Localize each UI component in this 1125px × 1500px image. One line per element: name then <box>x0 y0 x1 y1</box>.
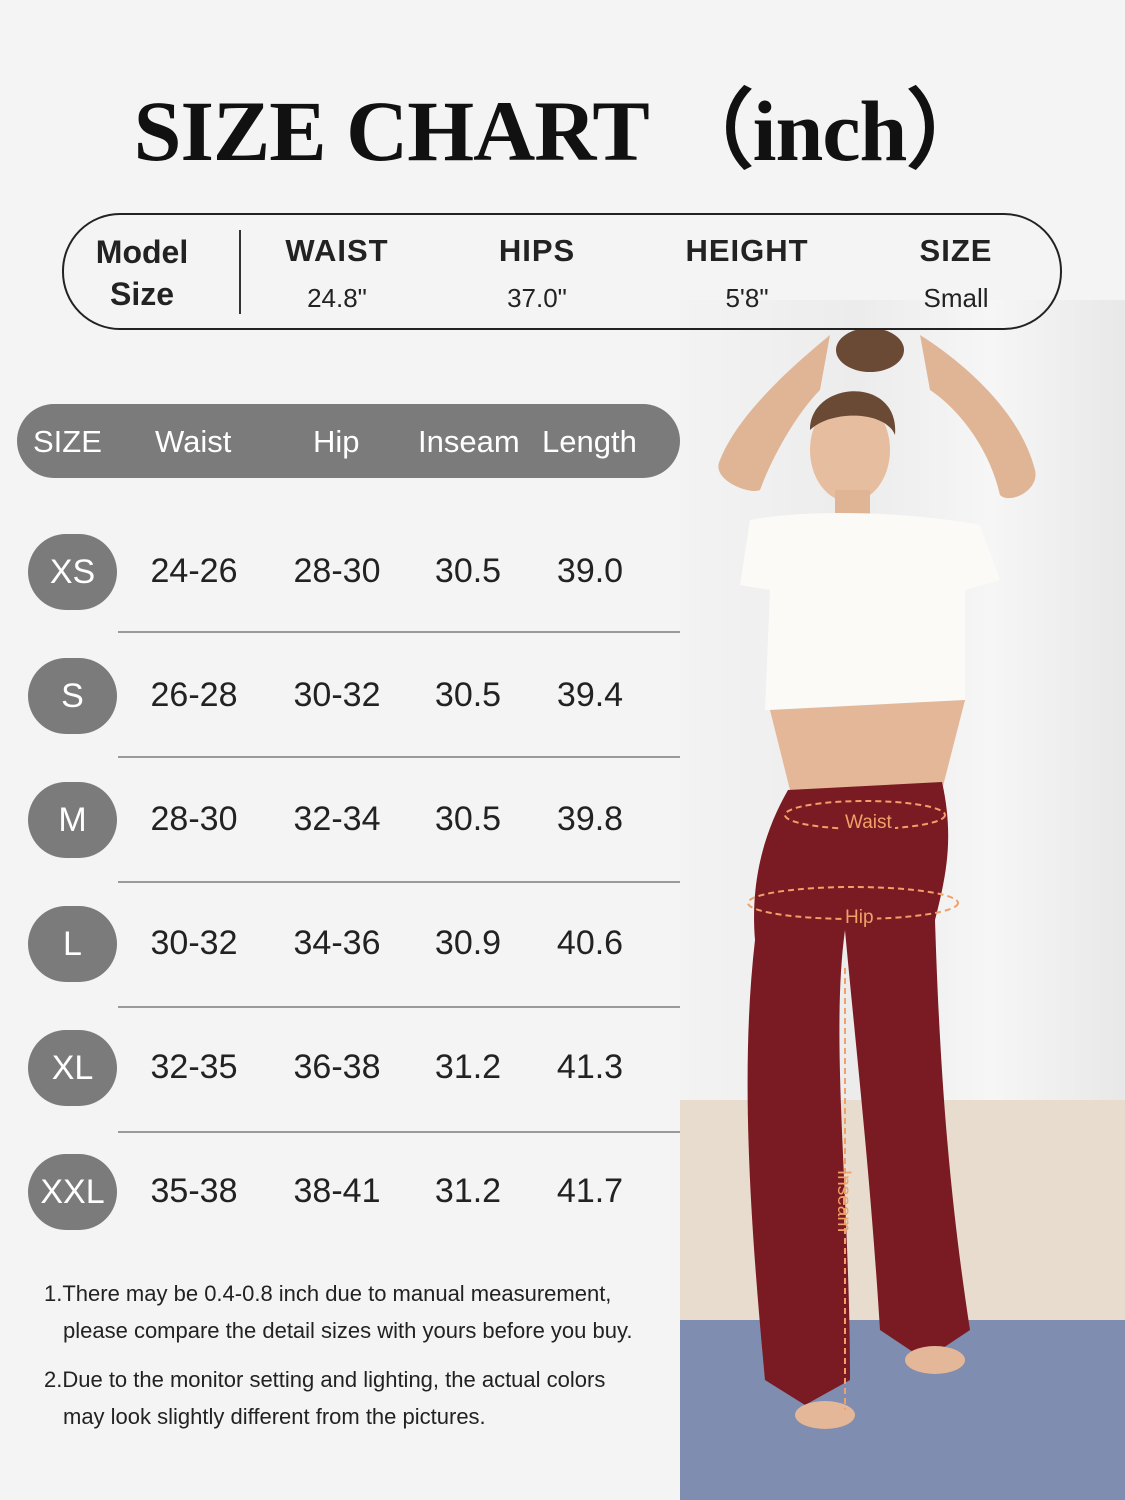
header-inseam: Inseam <box>418 424 520 459</box>
cell-length: 39.4 <box>556 676 624 714</box>
inseam-measure-label: Inseam <box>833 1169 855 1233</box>
header-length: Length <box>542 424 637 459</box>
size-badge: XS <box>28 534 117 610</box>
row-divider <box>118 631 680 633</box>
cell-length: 39.8 <box>556 800 624 838</box>
table-row: XXL 35-38 38-41 31.2 41.7 <box>0 1154 690 1234</box>
cell-hip: 30-32 <box>293 676 381 714</box>
page-title: SIZE CHART （inch） <box>133 83 993 179</box>
cell-waist: 35-38 <box>150 1172 238 1210</box>
size-badge: M <box>28 782 117 858</box>
cell-waist: 32-35 <box>150 1048 238 1086</box>
row-divider <box>118 1006 680 1008</box>
table-row: S 26-28 30-32 30.5 39.4 <box>0 658 690 738</box>
model-height: HEIGHT 5'8" <box>685 233 809 313</box>
waist-measure-label: Waist <box>842 812 895 834</box>
table-row: M 28-30 32-34 30.5 39.8 <box>0 782 690 862</box>
cell-inseam: 30.9 <box>434 924 502 962</box>
header-waist: Waist <box>155 424 232 459</box>
note-1: 1.There may be 0.4-0.8 inch due to manua… <box>44 1281 633 1343</box>
size-badge: L <box>28 906 117 982</box>
table-row: XS 24-26 28-30 30.5 39.0 <box>0 534 690 614</box>
cell-inseam: 30.5 <box>434 552 502 590</box>
cell-length: 41.7 <box>556 1172 624 1210</box>
row-divider <box>118 1131 680 1133</box>
model-size: SIZE Small <box>919 233 993 313</box>
cell-hip: 34-36 <box>293 924 381 962</box>
cell-hip: 32-34 <box>293 800 381 838</box>
table-row: XL 32-35 36-38 31.2 41.3 <box>0 1030 690 1110</box>
cell-inseam: 30.5 <box>434 800 502 838</box>
model-photo <box>680 328 1125 1500</box>
model-hips: HIPS 37.0" <box>498 233 576 313</box>
cell-waist: 24-26 <box>150 552 238 590</box>
cell-inseam: 31.2 <box>434 1172 502 1210</box>
model-waist: WAIST 24.8" <box>285 233 389 313</box>
model-size-label: Model Size <box>95 234 189 312</box>
cell-waist: 28-30 <box>150 800 238 838</box>
size-badge: S <box>28 658 117 734</box>
yoga-mat <box>680 1320 1125 1500</box>
hip-measure-label: Hip <box>842 907 877 929</box>
cell-hip: 38-41 <box>293 1172 381 1210</box>
model-figure <box>718 328 1036 1429</box>
cell-inseam: 31.2 <box>434 1048 502 1086</box>
header-hip: Hip <box>313 424 360 459</box>
table-row: L 30-32 34-36 30.9 40.6 <box>0 906 690 986</box>
row-divider <box>118 756 680 758</box>
divider <box>239 230 241 314</box>
cell-hip: 28-30 <box>293 552 381 590</box>
cell-hip: 36-38 <box>293 1048 381 1086</box>
note-2: 2.Due to the monitor setting and lightin… <box>44 1367 606 1429</box>
size-badge: XXL <box>28 1154 117 1230</box>
cell-length: 40.6 <box>556 924 624 962</box>
size-badge: XL <box>28 1030 117 1106</box>
model-size-box: Model Size WAIST 24.8" HIPS 37.0" HEIGHT 5'… <box>62 213 1062 330</box>
cell-waist: 26-28 <box>150 676 238 714</box>
cell-waist: 30-32 <box>150 924 238 962</box>
header-size: SIZE <box>33 424 102 459</box>
size-table-header: SIZE Waist Hip Inseam Length <box>17 404 680 478</box>
cell-length: 39.0 <box>556 552 624 590</box>
row-divider <box>118 881 680 883</box>
cell-inseam: 30.5 <box>434 676 502 714</box>
cell-length: 41.3 <box>556 1048 624 1086</box>
